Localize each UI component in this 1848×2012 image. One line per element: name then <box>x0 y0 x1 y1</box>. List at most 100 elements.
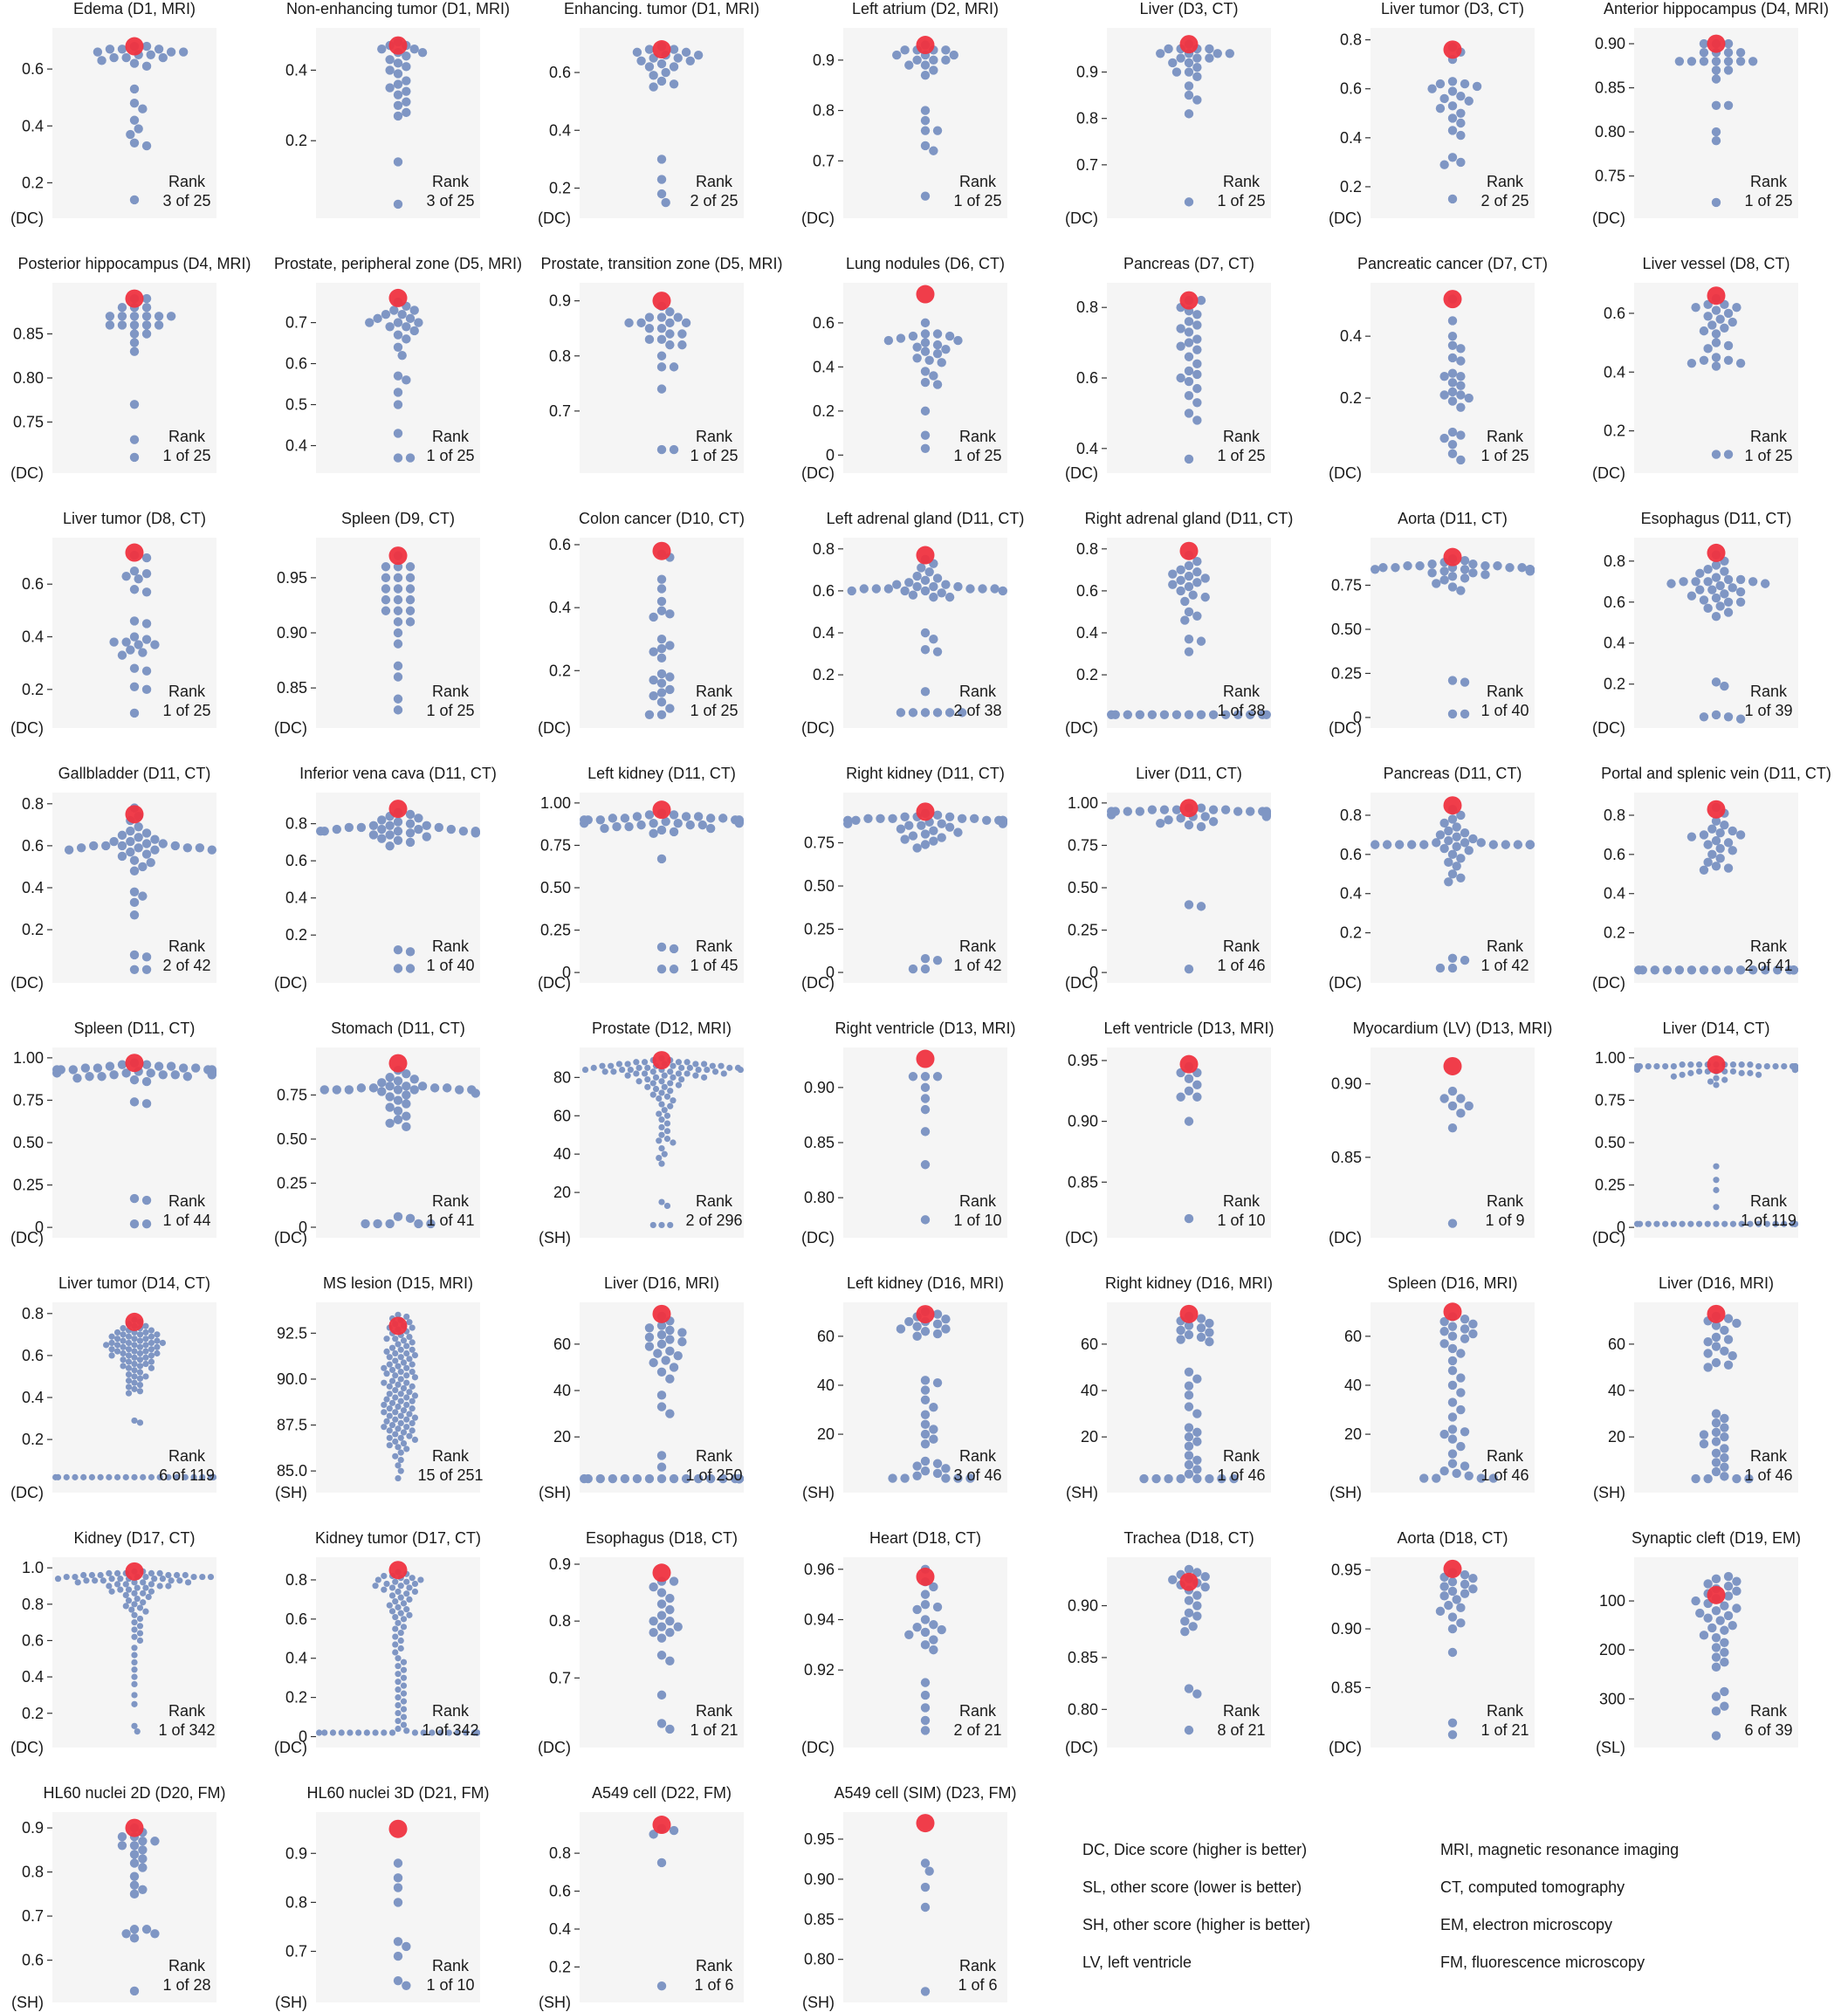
data-point <box>1720 1686 1729 1697</box>
data-point <box>705 814 716 823</box>
data-point <box>1720 1444 1729 1453</box>
data-point <box>400 1384 408 1392</box>
chart-title: Aorta (D11, CT) <box>1398 510 1508 527</box>
chart-title: Liver tumor (D14, CT) <box>58 1274 210 1292</box>
rank-value: 1 of 250 <box>685 1466 742 1484</box>
chart-title: A549 cell (SIM) (D23, FM) <box>834 1784 1016 1802</box>
data-point <box>982 815 992 825</box>
data-point <box>1184 366 1194 376</box>
data-point <box>117 1841 127 1851</box>
data-point <box>400 1337 408 1344</box>
data-point <box>1439 1094 1449 1103</box>
data-point <box>1460 955 1470 965</box>
data-point <box>1720 1325 1729 1336</box>
rank-value: 1 of 44 <box>162 1212 210 1229</box>
chart-title: Enhancing. tumor (D1, MRI) <box>564 0 759 17</box>
data-point <box>1205 1318 1214 1329</box>
data-point <box>148 1569 155 1577</box>
data-point <box>665 318 675 328</box>
data-point <box>932 955 943 965</box>
highlight-point <box>916 285 935 304</box>
data-point <box>131 1680 138 1688</box>
data-point <box>1192 415 1202 425</box>
data-point <box>142 1608 149 1615</box>
data-point <box>1711 835 1721 846</box>
data-point <box>1435 1606 1446 1617</box>
data-point <box>385 841 395 851</box>
metric-label: (DC) <box>10 1739 44 1756</box>
data-point <box>411 1436 419 1443</box>
data-point <box>1650 965 1660 975</box>
y-tick-label: 0.8 <box>549 1844 571 1862</box>
highlight-point <box>125 543 144 562</box>
y-tick-label: 0.25 <box>277 1174 307 1191</box>
data-point <box>1791 1220 1798 1227</box>
data-point <box>1147 710 1158 719</box>
data-point <box>1735 714 1746 724</box>
data-point <box>195 843 205 853</box>
data-point <box>1200 1582 1210 1592</box>
highlight-point <box>1443 290 1462 309</box>
data-point <box>1687 358 1697 368</box>
y-tick-label: 20 <box>553 1184 571 1201</box>
data-point <box>677 329 687 339</box>
data-point <box>1192 1409 1202 1418</box>
data-point <box>663 1128 671 1135</box>
data-point <box>393 594 403 605</box>
data-point <box>393 157 403 167</box>
data-point <box>129 632 140 642</box>
data-point <box>400 1359 408 1366</box>
y-tick-label: 1.00 <box>1595 1049 1625 1067</box>
chart-title: Left kidney (D16, MRI) <box>847 1274 1004 1292</box>
data-point <box>678 1064 685 1071</box>
data-point <box>395 1694 402 1701</box>
metric-label: (DC) <box>1329 1739 1362 1756</box>
data-point <box>136 1388 144 1395</box>
data-point <box>920 1590 931 1599</box>
data-point <box>400 1658 408 1665</box>
data-point <box>403 1590 410 1597</box>
data-point <box>1699 355 1709 365</box>
data-point <box>385 55 395 65</box>
highlight-point <box>1707 286 1726 306</box>
data-point <box>1205 53 1214 63</box>
data-point <box>409 306 419 315</box>
data-point <box>402 62 411 72</box>
metric-label: (DC) <box>1065 209 1098 227</box>
data-point <box>166 1061 176 1071</box>
chart-title: Liver (D14, CT) <box>1662 1020 1769 1037</box>
panel-background <box>580 1812 744 2002</box>
data-point <box>393 1106 403 1116</box>
data-point <box>388 1729 396 1736</box>
metric-label: (DC) <box>801 719 835 737</box>
metric-label: (DC) <box>538 974 571 992</box>
data-point <box>658 1144 665 1152</box>
data-point <box>1447 387 1458 397</box>
data-point <box>395 1341 402 1348</box>
data-point <box>105 45 115 54</box>
data-point <box>685 56 695 66</box>
highlight-point <box>916 802 935 821</box>
data-point <box>138 1885 148 1894</box>
data-point <box>1435 79 1446 89</box>
data-point <box>1715 580 1725 591</box>
data-point <box>393 371 403 381</box>
chart-title: Liver tumor (D3, CT) <box>1381 0 1524 17</box>
metric-label: (DC) <box>274 974 307 992</box>
data-point <box>1447 449 1458 459</box>
data-point <box>411 1588 419 1596</box>
data-point <box>395 1403 402 1411</box>
data-point <box>1452 822 1461 832</box>
data-point <box>1447 1647 1458 1658</box>
data-point <box>125 1390 133 1397</box>
y-tick-label: 300 <box>1599 1690 1625 1707</box>
data-point <box>154 320 164 330</box>
data-point <box>134 124 143 134</box>
data-point <box>1711 560 1721 570</box>
data-point <box>953 827 963 837</box>
data-point <box>168 1577 175 1584</box>
data-point <box>929 635 938 644</box>
data-point <box>393 1095 403 1105</box>
data-point <box>1164 815 1173 825</box>
data-point <box>920 191 931 201</box>
